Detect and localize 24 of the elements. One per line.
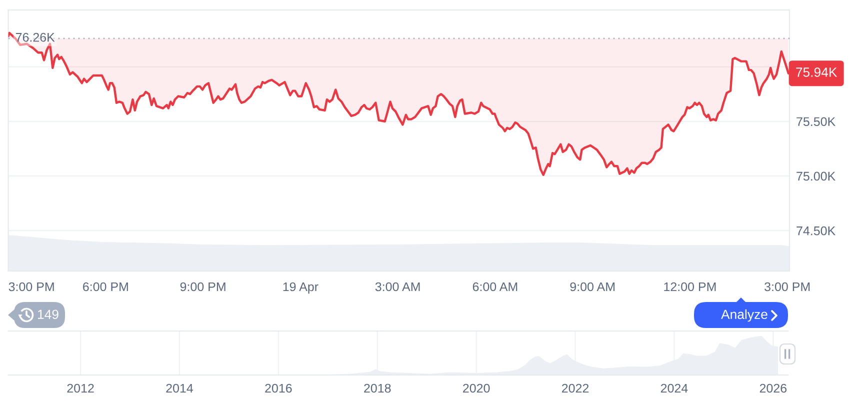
x-tick-label: 3:00 PM <box>8 282 54 292</box>
annotation: 75.94K <box>796 68 838 77</box>
x-tick-label: 3:00 PM <box>764 282 810 292</box>
ref-line-label: 76.26K <box>16 32 55 42</box>
x-tick-label: 9:00 AM <box>570 282 614 292</box>
x-tick-label: 2016 <box>265 384 292 393</box>
x-tick-label: 2024 <box>660 384 688 393</box>
x-tick-label: 12:00 PM <box>664 282 716 292</box>
x-tick-label: 2012 <box>67 384 94 393</box>
x-tick-label: 2022 <box>562 384 589 393</box>
x-tick-label: 9:00 PM <box>180 282 226 292</box>
x-tick-label: 2026 <box>760 384 787 393</box>
y-tick-label: 74.50K <box>796 226 836 236</box>
x-tick-label: 2018 <box>364 384 391 393</box>
x-tick-label: 19 Apr <box>283 282 318 294</box>
text: Analyze <box>721 309 768 322</box>
x-tick-label: 6:00 PM <box>83 282 128 292</box>
y-tick-label: 75.50K <box>796 117 836 126</box>
x-tick-label: 6:00 AM <box>472 282 518 292</box>
x-tick-label: 2014 <box>166 384 194 393</box>
x-tick-label: 2020 <box>463 384 490 393</box>
x-tick-label: 3:00 AM <box>375 282 420 292</box>
text: 149 <box>38 310 58 320</box>
y-tick-label: 75.00K <box>796 172 836 181</box>
